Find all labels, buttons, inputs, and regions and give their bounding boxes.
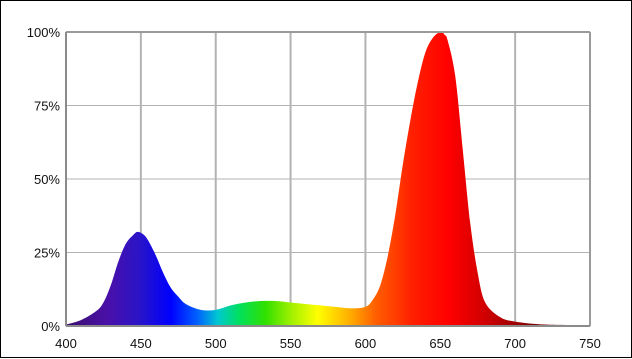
axis-lines <box>65 31 591 327</box>
x-tick-label: 600 <box>355 336 377 351</box>
x-tick-label: 400 <box>55 336 77 351</box>
x-tick-label: 700 <box>504 336 526 351</box>
tick-labels: 400 450 500 550 600 650 700 750 0% 25% 50% 75% 100% <box>27 25 601 351</box>
x-tick-label: 500 <box>205 336 227 351</box>
spectrum-area <box>66 31 590 327</box>
y-tick-label: 0% <box>41 319 60 334</box>
x-tick-label: 750 <box>579 336 601 351</box>
x-tick-label: 450 <box>130 336 152 351</box>
x-tick-label: 650 <box>429 336 451 351</box>
x-tick-label: 550 <box>280 336 302 351</box>
y-tick-label: 25% <box>34 246 60 261</box>
y-tick-label: 50% <box>34 172 60 187</box>
y-tick-label: 75% <box>34 99 60 114</box>
y-tick-label: 100% <box>27 25 61 40</box>
